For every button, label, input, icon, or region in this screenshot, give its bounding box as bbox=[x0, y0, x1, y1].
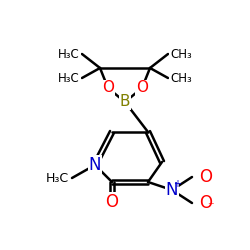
Text: CH₃: CH₃ bbox=[170, 72, 192, 85]
Text: O: O bbox=[106, 193, 118, 211]
Text: O: O bbox=[136, 80, 148, 96]
Text: O: O bbox=[199, 194, 212, 212]
Text: O: O bbox=[102, 80, 114, 96]
Text: +: + bbox=[173, 179, 181, 189]
Text: O: O bbox=[199, 168, 212, 186]
Text: N: N bbox=[89, 156, 101, 174]
Text: ⁻: ⁻ bbox=[207, 200, 213, 213]
Text: CH₃: CH₃ bbox=[170, 48, 192, 60]
Text: B: B bbox=[120, 94, 130, 110]
Text: H₃C: H₃C bbox=[46, 172, 69, 184]
Text: H₃C: H₃C bbox=[58, 48, 80, 60]
Text: N: N bbox=[166, 181, 178, 199]
Text: H₃C: H₃C bbox=[58, 72, 80, 85]
